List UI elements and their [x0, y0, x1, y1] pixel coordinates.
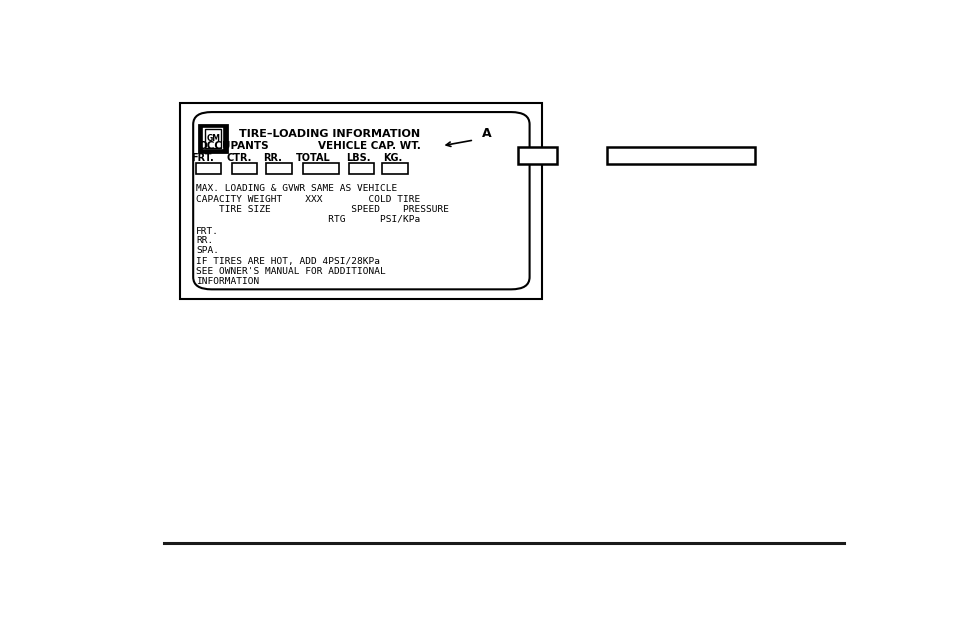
Text: FRT.: FRT. [191, 153, 213, 163]
Text: SEE OWNER'S MANUAL FOR ADDITIONAL: SEE OWNER'S MANUAL FOR ADDITIONAL [196, 267, 385, 276]
Bar [606, 147, 755, 165]
Bar [180, 103, 541, 299]
Text: INFORMATION: INFORMATION [196, 277, 259, 286]
Text: CTR.: CTR. [226, 153, 252, 163]
Text: RTG      PSI/KPa: RTG PSI/KPa [196, 215, 420, 224]
Bar [232, 163, 256, 174]
Text: GM: GM [206, 134, 220, 143]
Bar [196, 163, 221, 174]
Text: TIRE SIZE              SPEED    PRESSURE: TIRE SIZE SPEED PRESSURE [196, 205, 449, 214]
Text: SPA.: SPA. [196, 246, 219, 255]
Text: CAPACITY WEIGHT    XXX        COLD TIRE: CAPACITY WEIGHT XXX COLD TIRE [196, 195, 420, 204]
Bar [202, 127, 224, 150]
Text: KG.: KG. [383, 153, 402, 163]
Text: TIRE–LOADING INFORMATION: TIRE–LOADING INFORMATION [239, 128, 420, 139]
Bar [199, 125, 227, 152]
Text: FRT.: FRT. [196, 226, 219, 235]
Text: RR.: RR. [263, 153, 282, 163]
Text: OCCUPANTS: OCCUPANTS [198, 141, 269, 151]
Text: MAX. LOADING & GVWR SAME AS VEHICLE: MAX. LOADING & GVWR SAME AS VEHICLE [196, 184, 397, 193]
Bar [382, 163, 407, 174]
Text: VEHICLE CAP. WT.: VEHICLE CAP. WT. [317, 141, 420, 151]
Text: A: A [481, 127, 491, 140]
Bar [349, 163, 374, 174]
Bar [205, 129, 221, 148]
Text: TOTAL: TOTAL [295, 153, 330, 163]
Bar [266, 163, 292, 174]
Text: LBS.: LBS. [345, 153, 370, 163]
Text: IF TIRES ARE HOT, ADD 4PSI/28KPa: IF TIRES ARE HOT, ADD 4PSI/28KPa [196, 258, 379, 266]
Bar [303, 163, 338, 174]
FancyBboxPatch shape [193, 112, 529, 289]
Text: RR.: RR. [196, 237, 213, 245]
Bar [518, 147, 557, 165]
